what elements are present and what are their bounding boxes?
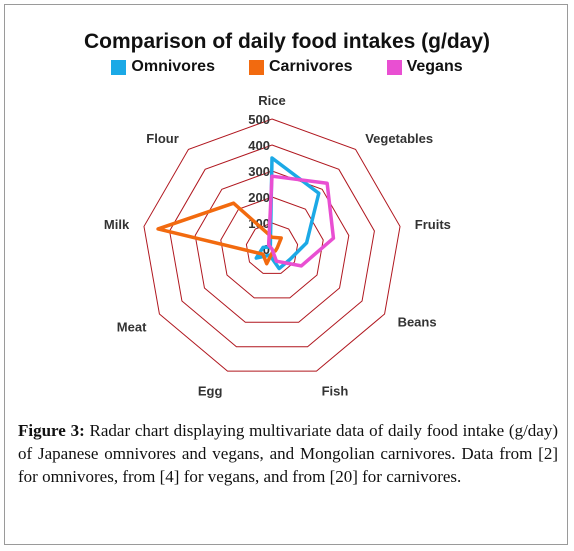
grid-ring-400 bbox=[169, 144, 375, 348]
legend-swatch-omnivores bbox=[111, 59, 127, 75]
axis-label-rice: Rice bbox=[258, 93, 285, 108]
axis-label-fish: Fish bbox=[322, 383, 349, 398]
legend-swatch-vegans bbox=[386, 59, 402, 75]
tick-label-0: 0 bbox=[263, 242, 270, 257]
legend-label-carnivores: Carnivores bbox=[268, 58, 353, 75]
caption-label: Figure 3: bbox=[18, 421, 85, 440]
axis-label-fruits: Fruits bbox=[415, 217, 451, 232]
grid-ring-100 bbox=[245, 222, 299, 274]
legend-item-carnivores: Carnivores bbox=[248, 58, 353, 76]
chart-legend: Omnivores Carnivores Vegans bbox=[0, 58, 574, 76]
axis-label-milk: Milk bbox=[104, 217, 130, 232]
axis-label-flour: Flour bbox=[146, 131, 179, 146]
figure-caption: Figure 3: Radar chart displaying multiva… bbox=[18, 419, 558, 488]
axis-label-egg: Egg bbox=[198, 383, 223, 398]
series-polygon-carnivores bbox=[156, 201, 283, 266]
axis-label-beans: Beans bbox=[398, 315, 437, 330]
tick-label-300: 300 bbox=[248, 164, 270, 179]
tick-label-400: 400 bbox=[248, 138, 270, 153]
series-polygon-omnivores bbox=[254, 156, 321, 271]
grid-ring-200 bbox=[220, 196, 324, 299]
axis-label-meat: Meat bbox=[117, 320, 147, 335]
caption-text: Radar chart displaying multivariate data… bbox=[18, 421, 558, 486]
tick-label-500: 500 bbox=[248, 112, 270, 127]
chart-title: Comparison of daily food intakes (g/day) bbox=[83, 30, 491, 53]
legend-item-omnivores: Omnivores bbox=[111, 58, 215, 76]
grid-ring-500 bbox=[143, 118, 401, 372]
legend-label-vegans: Vegans bbox=[406, 58, 463, 75]
legend-item-vegans: Vegans bbox=[386, 58, 463, 76]
radar-chart: 0100200300400500RiceVegetablesFruitsBean… bbox=[104, 93, 451, 398]
figure-frame bbox=[4, 4, 568, 545]
tick-label-200: 200 bbox=[248, 190, 270, 205]
series-polygon-vegans bbox=[266, 174, 336, 268]
axis-label-vegetables: Vegetables bbox=[365, 131, 433, 146]
legend-label-omnivores: Omnivores bbox=[131, 58, 215, 75]
legend-swatch-carnivores bbox=[248, 59, 264, 75]
